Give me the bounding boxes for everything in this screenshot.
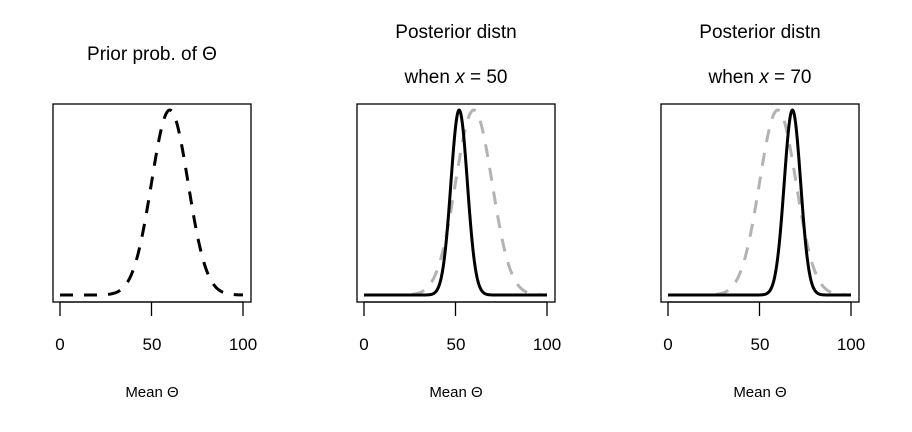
x-tick-label-0: 0 — [55, 335, 64, 354]
panel-posterior-x70: Posterior distn when x = 70 0 50 100 Mea… — [660, 22, 865, 401]
x-tick-label-0: 0 — [359, 335, 368, 354]
posterior-curve — [362, 108, 549, 297]
panel-title: Prior prob. of Θ — [87, 44, 217, 65]
panel-subtitle: when x = 70 — [708, 67, 812, 88]
x-tick-label-50: 50 — [447, 335, 466, 354]
x-axis-label: Mean Θ — [429, 384, 482, 401]
x-tick-label-100: 100 — [533, 335, 561, 354]
panel-title: Posterior distn — [395, 22, 516, 43]
x-tick-label-50: 50 — [143, 335, 162, 354]
plot-box — [660, 103, 860, 303]
prior-curve — [666, 108, 853, 297]
posterior-curve — [666, 108, 853, 297]
x-tick-label-100: 100 — [229, 335, 257, 354]
plot-box — [52, 103, 252, 303]
x-axis-label: Mean Θ — [125, 384, 178, 401]
x-tick-label-50: 50 — [751, 335, 770, 354]
panel-prior: Prior prob. of Θ 0 50 100 Mean Θ — [52, 44, 257, 401]
x-tick-label-0: 0 — [663, 335, 672, 354]
panel-title: Posterior distn — [699, 22, 820, 43]
panel-posterior-x50: Posterior distn when x = 50 0 50 100 Mea… — [356, 22, 561, 401]
panel-subtitle: when x = 50 — [404, 67, 508, 88]
x-tick-label-100: 100 — [837, 335, 865, 354]
x-axis-label: Mean Θ — [733, 384, 786, 401]
prior-curve — [58, 108, 245, 297]
